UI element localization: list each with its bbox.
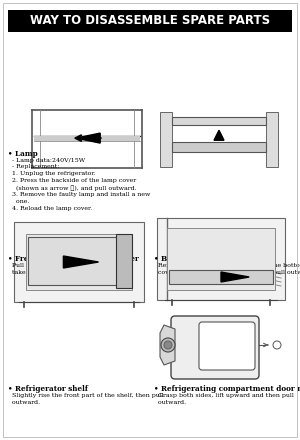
Bar [160, 112, 172, 167]
Polygon shape [221, 272, 249, 282]
FancyBboxPatch shape [199, 322, 255, 370]
Bar [157, 218, 285, 300]
Text: • Lamp: • Lamp [8, 150, 37, 158]
Bar [8, 10, 292, 32]
Text: Slightly rise the front part of the shelf, then pull
  outward.: Slightly rise the front part of the shel… [8, 393, 163, 405]
Text: • Refrigerator shelf: • Refrigerator shelf [8, 385, 88, 393]
Text: • Bottom cover: • Bottom cover [154, 255, 216, 263]
Polygon shape [76, 133, 100, 143]
Bar [28, 237, 128, 285]
Text: • Refrigerating compartment door rack: • Refrigerating compartment door rack [154, 385, 300, 393]
Bar [266, 112, 278, 167]
Circle shape [161, 338, 175, 352]
Polygon shape [214, 130, 224, 140]
Text: Grasp both sides, lift upward and then pull
  outward.: Grasp both sides, lift upward and then p… [154, 393, 294, 405]
Text: WAY TO DISASSEMBLE SPARE PARTS: WAY TO DISASSEMBLE SPARE PARTS [30, 15, 270, 27]
Bar [116, 234, 132, 288]
Bar [167, 228, 275, 290]
Circle shape [164, 341, 172, 349]
FancyBboxPatch shape [171, 316, 259, 379]
Bar [169, 270, 273, 284]
Text: Remove the two screws which hold the bottom
  cover,grasp the both sides and the: Remove the two screws which hold the bot… [154, 263, 300, 275]
Polygon shape [160, 325, 175, 365]
Text: • Freezing compartment drawer: • Freezing compartment drawer [8, 255, 138, 263]
Bar [34, 136, 140, 141]
Bar [172, 117, 266, 125]
Bar [14, 222, 144, 302]
Text: - Lamp data:240V/15W
  - Replacement:
  1. Unplug the refrigerator.
  2. Press t: - Lamp data:240V/15W - Replacement: 1. U… [8, 158, 150, 211]
Bar [172, 142, 266, 152]
Bar [26, 234, 132, 290]
Polygon shape [63, 256, 98, 268]
Text: Pull outward.Rise it slightly and then
  take it out.: Pull outward.Rise it slightly and then t… [8, 263, 128, 275]
